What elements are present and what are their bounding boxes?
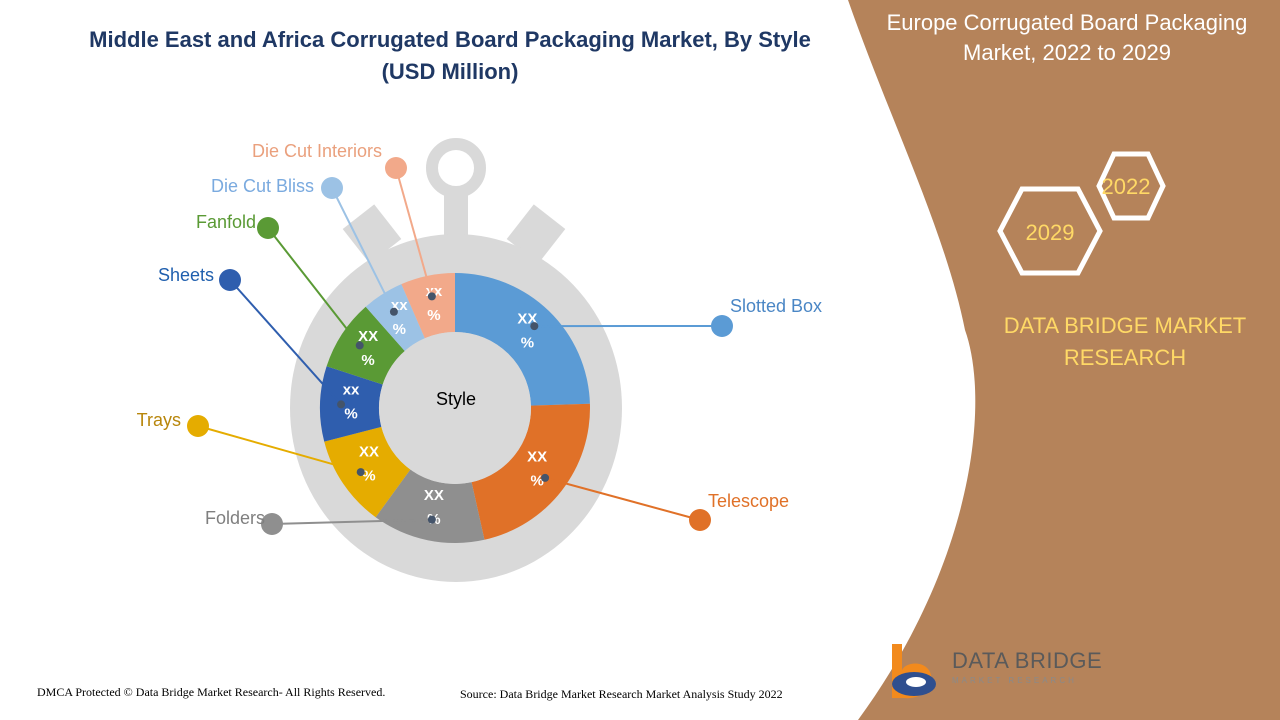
value-label-fanfold: XX% (358, 328, 378, 369)
category-label-sheets: Sheets (158, 265, 214, 285)
callouts: Slotted Box Telescope Folders Trays Sheets Fa… (137, 141, 822, 535)
copyright-notice: DMCA Protected © Data Bridge Market Rese… (37, 685, 386, 699)
callout-anchor-telescope (541, 473, 550, 482)
callout-anchor-sheets (337, 400, 346, 409)
category-label-die-cut-interiors: Die Cut Interiors (252, 141, 382, 161)
logo-name: DATA BRIDGE (952, 648, 1103, 673)
callout-line-fanfold (267, 227, 361, 347)
callout-marker-folders (261, 513, 283, 535)
callout-anchor-fanfold (355, 341, 364, 350)
year-end-label: 2029 (1026, 220, 1075, 245)
slice-folders (375, 469, 485, 543)
callout-marker-fanfold (257, 217, 279, 239)
callout-marker-telescope (689, 509, 711, 531)
year-start-label: 2022 (1102, 174, 1151, 199)
slice-die-cut-bliss (365, 284, 425, 351)
callout-line-sheets (229, 279, 342, 406)
category-label-trays: Trays (137, 410, 181, 430)
callout-marker-sheets (219, 269, 241, 291)
value-label-sheets: xx% (343, 382, 360, 423)
callout-anchor-folders (427, 515, 436, 524)
callout-line-die-cut-bliss (331, 187, 395, 313)
callout-marker-die-cut-bliss (321, 177, 343, 199)
brand-line-1: DATA BRIDGE MARKET (1003, 313, 1247, 338)
center-label: Style (436, 389, 476, 409)
callout-anchor-trays (356, 468, 365, 477)
callout-anchor-die-cut-interiors (427, 292, 436, 301)
callout-line-trays (197, 425, 361, 474)
callout-marker-die-cut-interiors (385, 157, 407, 179)
logo-icon (892, 644, 936, 699)
slice-fanfold (326, 306, 405, 385)
logo-tagline: MARKET RESEARCH (952, 676, 1077, 685)
slice-trays (324, 426, 411, 518)
source-note: Source: Data Bridge Market Research Mark… (460, 687, 783, 701)
slice-die-cut-interiors (401, 273, 455, 339)
callout-anchor-die-cut-bliss (389, 307, 398, 316)
brand-name: DATA BRIDGE MARKET RESEARCH (980, 310, 1270, 374)
chart-title-line-2: (USD Million) (381, 59, 519, 84)
panel-shape (848, 0, 1280, 720)
brand-line-2: RESEARCH (1063, 345, 1187, 370)
category-label-slotted-box: Slotted Box (730, 296, 822, 316)
chart-title-line-1: Middle East and Africa Corrugated Board … (89, 27, 811, 52)
right-panel-title: Europe Corrugated Board Packaging Market… (886, 10, 1248, 65)
value-label-telescope: XX% (527, 449, 547, 490)
stopwatch-button-left (342, 204, 402, 264)
hexagon-2022 (1096, 151, 1166, 221)
callout-line-die-cut-interiors (395, 167, 433, 297)
category-label-folders: Folders (205, 508, 265, 528)
callout-marker-slotted-box (711, 315, 733, 337)
donut-center (379, 332, 531, 484)
callout-line-folders (271, 518, 432, 525)
slice-sheets (320, 366, 383, 442)
slice-slotted-box (455, 273, 590, 406)
category-label-fanfold: Fanfold (196, 212, 256, 232)
value-label-trays: XX% (359, 443, 379, 484)
callout-marker-trays (187, 415, 209, 437)
style-donut-chart: XX%XX%XX%XX%xx%XX%xx%xx% Style Slotted B… (137, 138, 822, 582)
category-label-telescope: Telescope (708, 491, 789, 511)
callout-anchor-slotted-box (530, 322, 539, 331)
donut-slices: XX%XX%XX%XX%xx%XX%xx%xx% (320, 273, 590, 543)
slice-telescope (471, 403, 590, 540)
stopwatch-ring (426, 138, 486, 198)
callout-line-telescope (544, 476, 701, 521)
category-label-die-cut-bliss: Die Cut Bliss (211, 176, 314, 196)
hexagon-2029 (997, 186, 1103, 276)
